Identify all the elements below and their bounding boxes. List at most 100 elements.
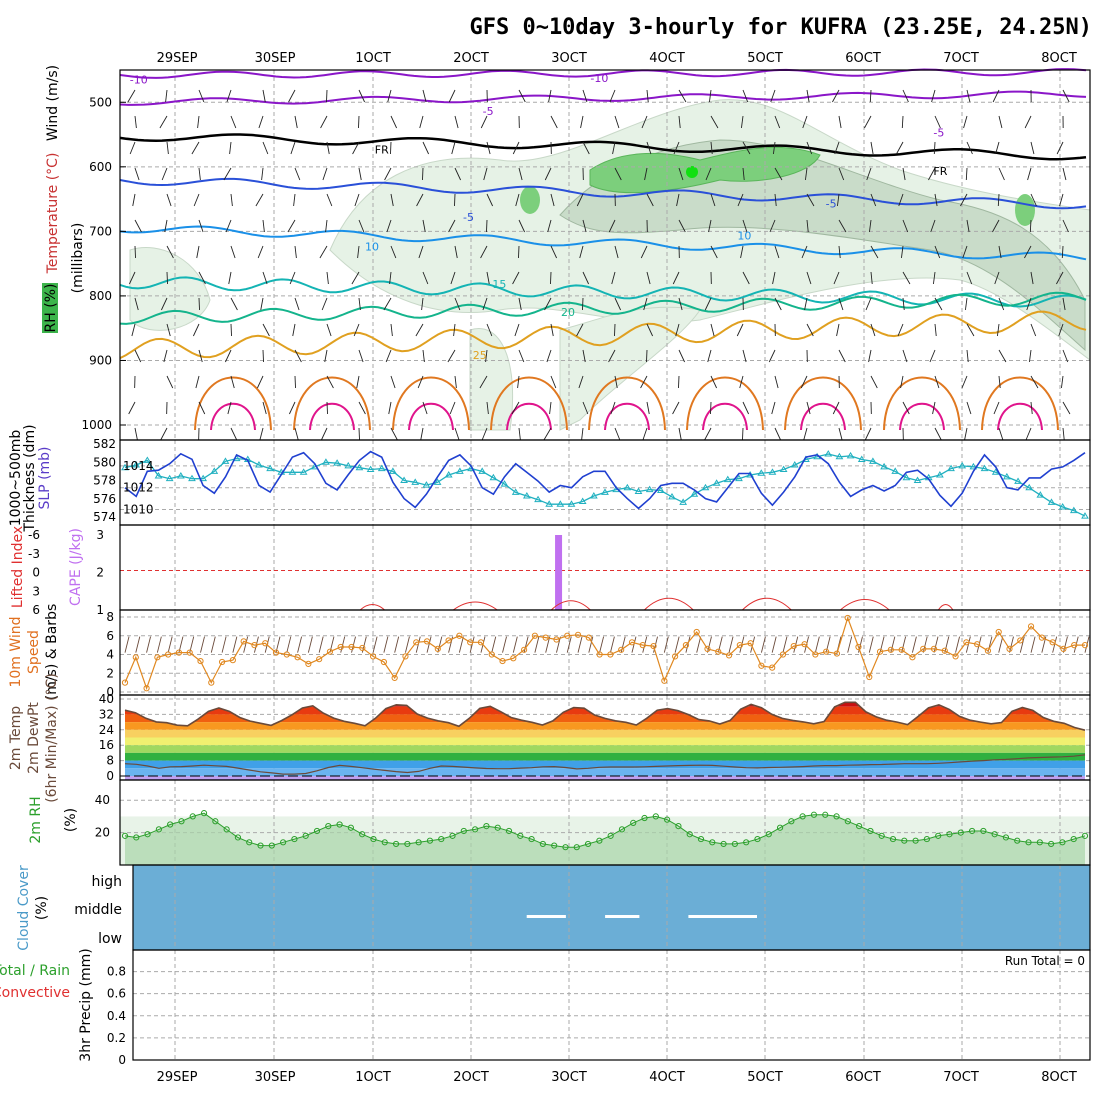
rh-line-point (438, 835, 445, 843)
wind-barb (134, 115, 137, 129)
wind-barb (124, 636, 130, 653)
wind-barb (422, 401, 428, 415)
li-tick: 6 (32, 603, 40, 617)
bottom-day-label: 5OCT (747, 1070, 783, 1085)
isotherm-label: FR (375, 144, 389, 157)
wind-barb (710, 245, 718, 259)
wind-barb (1030, 636, 1036, 653)
wind-barb (614, 245, 619, 259)
wind-barb (372, 636, 378, 653)
rh-line-point (584, 840, 592, 848)
wind-barb (806, 141, 813, 155)
wind-barb (549, 401, 552, 415)
wind-barb (483, 167, 488, 181)
wind-barb (742, 401, 749, 415)
ylabel-lifted-index: Lifted Index (10, 526, 26, 608)
ylabel-cloud-cover: Cloud Cover (16, 865, 32, 951)
rh-line-point (144, 831, 151, 838)
wind-barb (512, 271, 520, 285)
wind-barb (358, 401, 366, 415)
ylabel-2m-temp: 2m Temp (8, 706, 24, 770)
thickness-line-point (165, 474, 174, 482)
wind-barb (518, 167, 523, 181)
wind-speed-line-point (682, 642, 689, 649)
pressure-tick-label: 700 (89, 224, 112, 238)
wind-barb (599, 636, 605, 653)
top-day-label: 5OCT (747, 51, 783, 66)
wind-barb (258, 115, 264, 129)
wind-barb (416, 193, 424, 207)
ylabel-rh-unit: (%) (63, 808, 79, 832)
wind-barb (804, 297, 808, 311)
wind-barb (869, 89, 872, 103)
wind-barb (257, 245, 264, 259)
cape-tick: 1 (96, 603, 104, 617)
wind-barb (710, 323, 715, 337)
wind-speed-line-point (132, 654, 139, 661)
wind-barb (358, 427, 360, 441)
top-day-label: 7OCT (943, 51, 979, 66)
thickness-line-point (601, 488, 609, 495)
wind-speed-line-point (1006, 645, 1013, 652)
wind-barb (800, 375, 808, 389)
wind-barb (512, 141, 520, 155)
wind-barb (610, 401, 616, 415)
ylabel-cape: CAPE (J/kg) (68, 528, 84, 606)
wind-barb (646, 323, 653, 337)
wind-speed-line-point (974, 641, 981, 648)
wind-tick: 8 (106, 610, 114, 624)
wind-barb (546, 349, 552, 363)
wind-barb (717, 636, 723, 653)
wind-speed-line-point (618, 646, 625, 653)
isotherm-label: 25 (473, 349, 487, 362)
wind-barb (480, 115, 488, 129)
wind-barb (902, 89, 909, 103)
wind-speed-line-point (359, 644, 366, 652)
rh-line-point (472, 826, 479, 833)
rh-line-point (313, 827, 321, 835)
wind-barb (870, 245, 879, 259)
wind-barb (1030, 401, 1033, 415)
wind-speed-line-point (154, 654, 161, 661)
bottom-day-label: 4OCT (649, 1070, 685, 1085)
wind-tick: 6 (106, 629, 114, 643)
wind-barb (511, 401, 520, 415)
rh-line-point (392, 840, 400, 848)
wind-barb (454, 297, 461, 311)
wind-barb (678, 115, 681, 129)
wind-barb (146, 636, 152, 653)
wind-barb (582, 297, 584, 311)
wind-barb (710, 193, 716, 207)
wind-barb (834, 141, 840, 155)
rh-line-point (822, 811, 829, 818)
ylabel-temperature: Temperature (°C) (45, 153, 61, 275)
wind-barb (902, 349, 908, 363)
rh-line-point (121, 832, 129, 839)
wind-barb (356, 375, 360, 389)
pressure-tick-label: 800 (89, 289, 112, 303)
wind-barb (454, 427, 460, 441)
wind-barb (1025, 427, 1032, 441)
rh-line-point (720, 840, 727, 848)
rh-line-point (426, 837, 434, 844)
rh-line-point (652, 813, 659, 820)
isotherm-35 (408, 402, 454, 431)
wind-barb (326, 89, 328, 103)
wind-barb (352, 141, 360, 155)
rh-shading (129, 246, 211, 331)
wind-barb (838, 115, 842, 129)
thickness-line-point (456, 467, 464, 474)
pressure-tick-label: 600 (89, 160, 112, 174)
thickness-line-point (679, 498, 688, 505)
wind-speed-line-point (402, 653, 409, 660)
wind-speed-line-point (434, 645, 441, 652)
wind-barb (198, 297, 200, 311)
wind-barb (321, 427, 328, 441)
rh-line-point (923, 835, 930, 843)
rh-line-point (359, 831, 366, 838)
thickness-line-point (377, 464, 386, 472)
wind-barb (358, 349, 364, 363)
wind-barb (454, 115, 459, 129)
precip-tick: 0.2 (107, 1031, 126, 1045)
thickness-line-point (500, 480, 509, 487)
